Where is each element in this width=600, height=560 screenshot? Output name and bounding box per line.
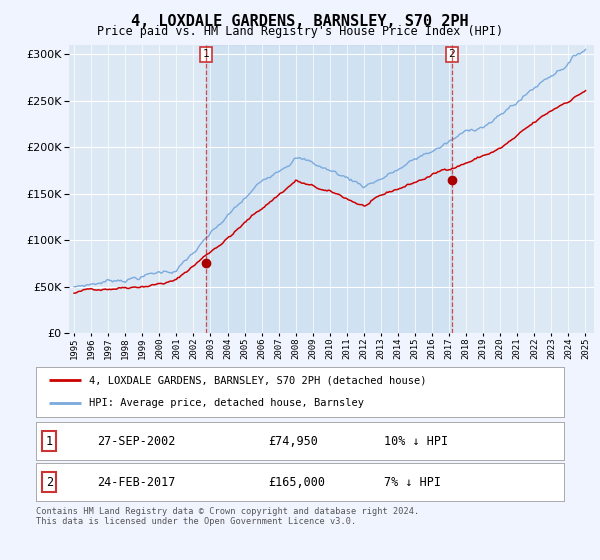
Text: Contains HM Land Registry data © Crown copyright and database right 2024.
This d: Contains HM Land Registry data © Crown c…	[36, 507, 419, 526]
Text: £165,000: £165,000	[268, 475, 325, 489]
Text: 27-SEP-2002: 27-SEP-2002	[97, 435, 175, 448]
Text: 7% ↓ HPI: 7% ↓ HPI	[385, 475, 442, 489]
Text: 1: 1	[46, 435, 53, 448]
Text: 4, LOXDALE GARDENS, BARNSLEY, S70 2PH: 4, LOXDALE GARDENS, BARNSLEY, S70 2PH	[131, 14, 469, 29]
Text: 2: 2	[448, 49, 455, 59]
Text: Price paid vs. HM Land Registry's House Price Index (HPI): Price paid vs. HM Land Registry's House …	[97, 25, 503, 38]
Bar	[206, 45, 452, 333]
Text: 24-FEB-2017: 24-FEB-2017	[97, 475, 175, 489]
Text: £74,950: £74,950	[268, 435, 318, 448]
Text: HPI: Average price, detached house, Barnsley: HPI: Average price, detached house, Barn…	[89, 398, 364, 408]
Text: 1: 1	[203, 49, 209, 59]
Text: 2: 2	[46, 475, 53, 489]
Text: 4, LOXDALE GARDENS, BARNSLEY, S70 2PH (detached house): 4, LOXDALE GARDENS, BARNSLEY, S70 2PH (d…	[89, 375, 426, 385]
Text: 10% ↓ HPI: 10% ↓ HPI	[385, 435, 449, 448]
